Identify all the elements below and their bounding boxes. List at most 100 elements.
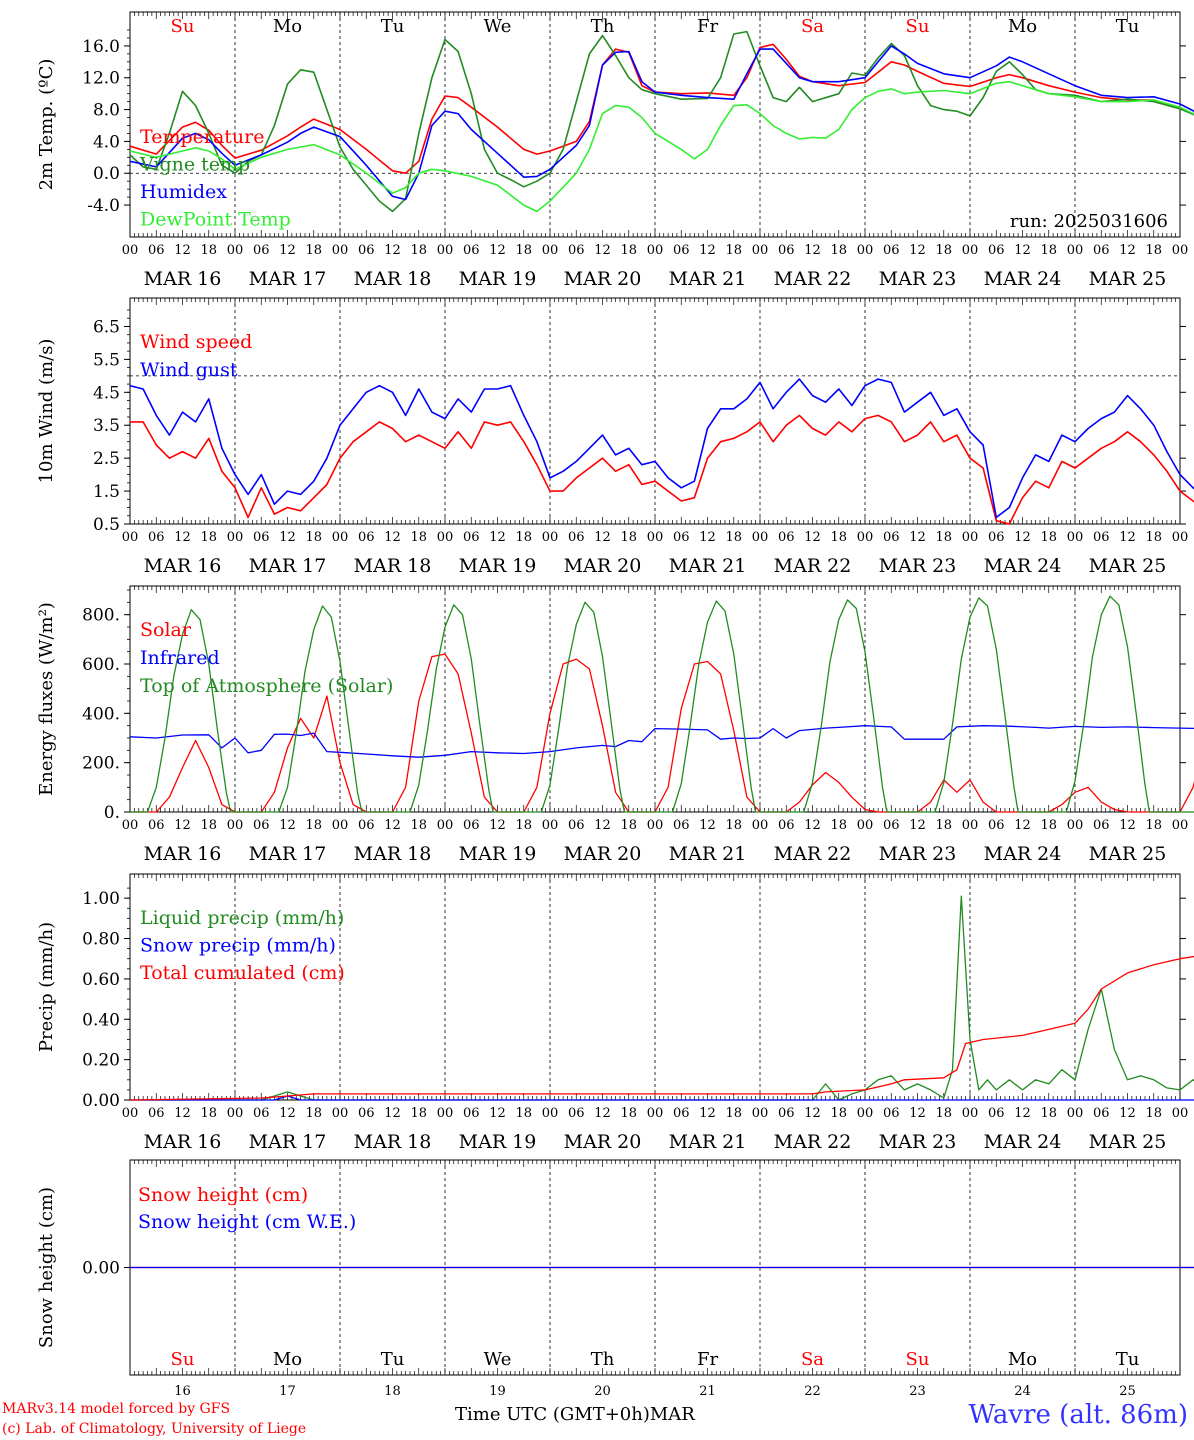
legend-label: Top of Atmosphere (Solar) [140,675,393,697]
x-hour-label: 12 [909,1106,926,1121]
x-hour-label: 06 [883,1106,900,1121]
x-date-label: MAR 23 [879,268,957,290]
x-hour-label: 06 [463,243,480,258]
x-hour-label: 12 [174,1106,191,1121]
x-hour-label: 06 [568,530,585,545]
x-hour-label: 18 [515,818,532,833]
x-hour-label: 00 [122,1106,139,1121]
series-line [130,895,1194,1101]
day-number-label: 17 [279,1384,296,1399]
y-tick-label: 0.0 [93,164,120,184]
y-tick-label: 0.00 [82,1259,120,1279]
x-hour-label: 12 [594,243,611,258]
day-abbr-label: Su [171,16,195,37]
x-hour-label: 06 [1093,530,1110,545]
x-hour-label: 12 [489,243,506,258]
x-hour-label: 00 [857,818,874,833]
x-hour-label: 12 [594,818,611,833]
x-date-label: MAR 21 [669,843,747,865]
x-date-label: MAR 19 [459,555,537,577]
x-date-label: MAR 16 [144,843,222,865]
x-date-label: MAR 23 [879,1131,957,1153]
y-tick-label: 2.5 [93,449,120,469]
x-hour-label: 12 [384,243,401,258]
x-hour-label: 18 [1040,1106,1057,1121]
legend-label: Vigne temp [139,154,250,176]
x-hour-label: 00 [647,1106,664,1121]
x-hour-label: 00 [857,243,874,258]
x-hour-label: 06 [673,818,690,833]
day-abbr-label: Mo [273,1349,302,1370]
x-hour-label: 00 [647,243,664,258]
x-hour-label: 06 [148,1106,165,1121]
y-tick-label: 6.5 [93,317,120,337]
x-hour-label: 00 [332,243,349,258]
x-hour-label: 06 [148,243,165,258]
legend-label: Wind gust [140,359,238,381]
x-date-label: MAR 18 [354,555,432,577]
x-hour-label: 00 [1067,1106,1084,1121]
x-hour-label: 12 [804,818,821,833]
y-tick-label: 5.5 [93,350,120,370]
x-hour-label: 06 [883,243,900,258]
x-hour-label: 06 [463,818,480,833]
x-hour-label: 06 [148,530,165,545]
y-axis-label: Snow height (cm) [36,1187,57,1348]
x-hour-label: 18 [515,530,532,545]
day-number-label: 18 [384,1384,401,1399]
x-hour-label: 18 [515,243,532,258]
x-date-label: MAR 18 [354,1131,432,1153]
series-line [129,30,1194,213]
day-abbr-label: Tu [381,16,405,37]
x-hour-label: 18 [305,530,322,545]
x-hour-label: 06 [1093,1106,1110,1121]
legend-label: Snow height (cm) [138,1184,308,1206]
x-hour-label: 00 [437,243,454,258]
model-credit: MARv3.14 model forced by GFS [2,1401,231,1417]
x-hour-label: 00 [122,530,139,545]
x-hour-label: 18 [410,818,427,833]
x-hour-label: 00 [752,530,769,545]
x-hour-label: 06 [253,530,270,545]
x-hour-label: 00 [647,818,664,833]
x-hour-label: 18 [935,530,952,545]
x-hour-label: 06 [778,530,795,545]
x-hour-label: 12 [804,530,821,545]
x-hour-label: 18 [1145,243,1162,258]
x-hour-label: 06 [463,530,480,545]
day-abbr-label: Th [591,1349,615,1370]
x-hour-label: 00 [332,530,349,545]
x-hour-label: 12 [1014,1106,1031,1121]
x-date-label: MAR 25 [1089,843,1167,865]
x-hour-label: 06 [883,530,900,545]
x-date-label: MAR 17 [249,1131,327,1153]
x-hour-label: 06 [463,1106,480,1121]
y-axis-label: 2m Temp. (ºC) [36,59,57,191]
series-line [130,1095,1194,1101]
day-abbr-label: Th [591,16,615,37]
series-line [129,45,1194,201]
y-tick-label: 1.00 [82,889,120,909]
day-abbr-label: Tu [1116,1349,1140,1370]
lab-credit: (c) Lab. of Climatology, University of L… [2,1421,307,1437]
x-hour-label: 06 [253,243,270,258]
x-hour-label: 12 [1119,818,1136,833]
day-abbr-label: Su [906,1349,930,1370]
panel-frame-0 [129,11,1181,238]
x-hour-label: 06 [568,818,585,833]
y-tick-label: 0. [104,803,120,823]
x-hour-label: 00 [1172,818,1189,833]
x-hour-label: 06 [253,1106,270,1121]
day-abbr-label: Sa [801,16,824,37]
day-abbr-label: Su [171,1349,195,1370]
x-hour-label: 18 [410,530,427,545]
y-tick-label: 4.0 [93,132,120,152]
series-line [129,955,1194,1101]
x-hour-label: 12 [594,1106,611,1121]
y-tick-label: 3.5 [93,416,120,436]
legend-label: Snow height (cm W.E.) [138,1211,356,1233]
x-hour-label: 00 [962,818,979,833]
x-date-label: MAR 22 [774,1131,852,1153]
x-hour-label: 18 [830,530,847,545]
x-hour-label: 12 [279,530,296,545]
